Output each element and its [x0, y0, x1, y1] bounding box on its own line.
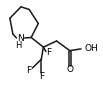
Text: F: F: [27, 66, 32, 75]
Text: H: H: [15, 41, 21, 50]
Text: N: N: [17, 34, 24, 43]
Text: F: F: [39, 72, 44, 81]
Text: F: F: [46, 48, 51, 57]
Text: OH: OH: [84, 44, 98, 53]
Text: O: O: [66, 65, 73, 74]
